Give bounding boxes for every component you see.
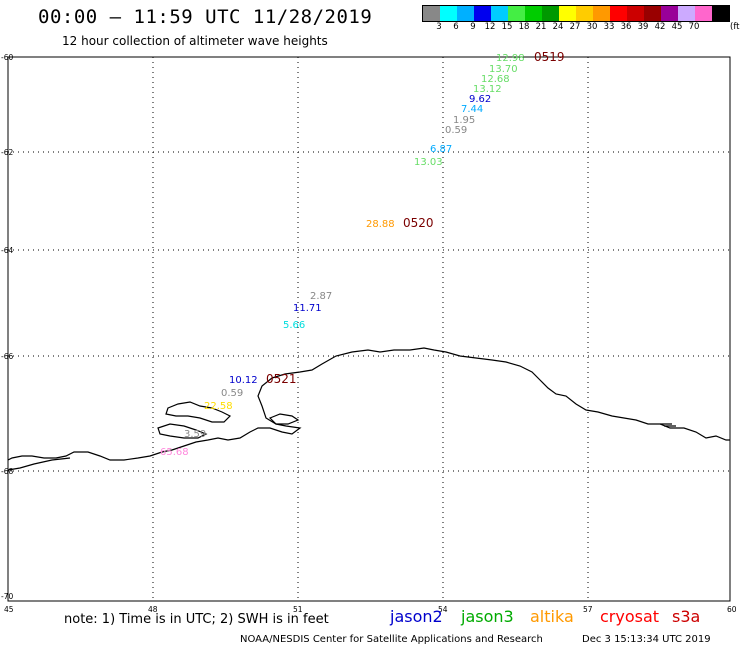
color-swatch: [644, 6, 661, 21]
island-south: [157, 423, 208, 439]
observation-label: 22.58: [204, 401, 233, 412]
color-scale-label: 27: [569, 22, 581, 32]
color-swatch: [661, 6, 678, 21]
color-scale-label: 45: [671, 22, 683, 32]
observation-label: 11.71: [293, 303, 322, 314]
footer-credit: NOAA/NESDIS Center for Satellite Applica…: [240, 634, 543, 645]
lat-label: -70: [1, 592, 13, 601]
color-swatch: [542, 6, 559, 21]
lon-label: 60: [727, 605, 737, 614]
lon-label: 48: [148, 605, 158, 614]
wave-height-color-scale: [422, 5, 730, 22]
color-scale-label: 18: [518, 22, 530, 32]
observation-label: 12.68: [481, 74, 510, 85]
color-scale-label: 42: [654, 22, 666, 32]
observation-label: 12.98: [496, 53, 525, 64]
lon-label: 45: [4, 605, 14, 614]
color-scale-label: 21: [535, 22, 547, 32]
color-swatch: [457, 6, 474, 21]
observation-label: 13.12: [473, 84, 502, 95]
satellite-legend-cryosat: cryosat: [600, 607, 660, 626]
pass-label: 0519: [534, 50, 565, 64]
color-swatch: [423, 6, 440, 21]
coastline-main: [271, 347, 730, 441]
color-scale-label: 9: [470, 22, 476, 32]
pass-label: 0521: [266, 372, 297, 386]
lon-label: 54: [438, 605, 448, 614]
lat-label: -60: [1, 53, 13, 62]
observation-label: 0.59: [221, 388, 243, 399]
footer-note: note: 1) Time is in UTC; 2) SWH is in fe…: [64, 612, 329, 627]
color-scale-label: 36: [620, 22, 632, 32]
observation-label: 9.62: [469, 94, 491, 105]
color-scale-label: 39: [637, 22, 649, 32]
satellite-legend-s3a: s3a: [672, 607, 701, 626]
shelf-edge: [660, 423, 676, 427]
observation-label: 7.44: [461, 104, 483, 115]
color-swatch: [712, 6, 729, 21]
color-swatch: [695, 6, 712, 21]
color-scale-label: 30: [586, 22, 598, 32]
color-scale-labels: 3 6 9 12 15 18 21 24 27 30 33 36 39 42 45 70: [422, 22, 740, 34]
island-east: [268, 413, 300, 425]
observation-label: 65.68: [160, 447, 189, 458]
color-scale-label: 33: [603, 22, 615, 32]
color-swatch: [576, 6, 593, 21]
satellite-legend-jason3: jason3: [461, 607, 514, 626]
color-swatch: [610, 6, 627, 21]
pass-label: 0520: [403, 216, 434, 230]
lon-label: 57: [583, 605, 593, 614]
coastline-west: [7, 377, 302, 461]
coastline: [7, 347, 730, 471]
footer-timestamp: Dec 3 15:13:34 UTC 2019: [582, 634, 711, 645]
color-scale-label: 15: [501, 22, 513, 32]
color-swatch: [627, 6, 644, 21]
coastline-bay: [7, 457, 71, 471]
color-scale-label: 12: [484, 22, 496, 32]
observation-label: 10.12: [229, 375, 258, 386]
lat-label: -68: [1, 467, 13, 476]
color-swatch: [593, 6, 610, 21]
color-scale-label: 6: [453, 22, 459, 32]
island-west: [165, 401, 232, 423]
map-title: 00:00 – 11:59 UTC 11/28/2019: [38, 6, 373, 28]
observation-label: 28.88: [366, 219, 395, 230]
color-swatch: [508, 6, 525, 21]
observation-label: 3.59: [184, 429, 206, 440]
satellite-legend-jason2: jason2: [390, 607, 443, 626]
color-scale-label: 3: [436, 22, 442, 32]
color-swatch: [525, 6, 542, 21]
lat-label: -66: [1, 352, 13, 361]
color-swatch: [440, 6, 457, 21]
satellite-legend-altika: altika: [530, 607, 574, 626]
lat-label: -64: [1, 246, 13, 255]
observation-label: 2.87: [310, 291, 332, 302]
observation-label: 13.70: [489, 64, 518, 75]
observation-label: 13.03: [414, 157, 443, 168]
map-frame: [7, 56, 731, 602]
color-swatch: [559, 6, 576, 21]
lon-label: 51: [293, 605, 303, 614]
graticule: [8, 57, 730, 601]
color-scale-unit: (ft): [730, 22, 740, 32]
color-swatch: [678, 6, 695, 21]
color-swatch: [474, 6, 491, 21]
observation-label: 5.66: [283, 320, 305, 331]
observation-label: 0.59: [445, 125, 467, 136]
color-swatch: [491, 6, 508, 21]
observation-label: 1.95: [453, 115, 475, 126]
color-scale-label: 70: [688, 22, 700, 32]
color-scale-label: 24: [552, 22, 564, 32]
lat-label: -62: [1, 148, 13, 157]
map-subtitle: 12 hour collection of altimeter wave hei…: [62, 34, 328, 48]
observation-label: 6.87: [430, 144, 452, 155]
